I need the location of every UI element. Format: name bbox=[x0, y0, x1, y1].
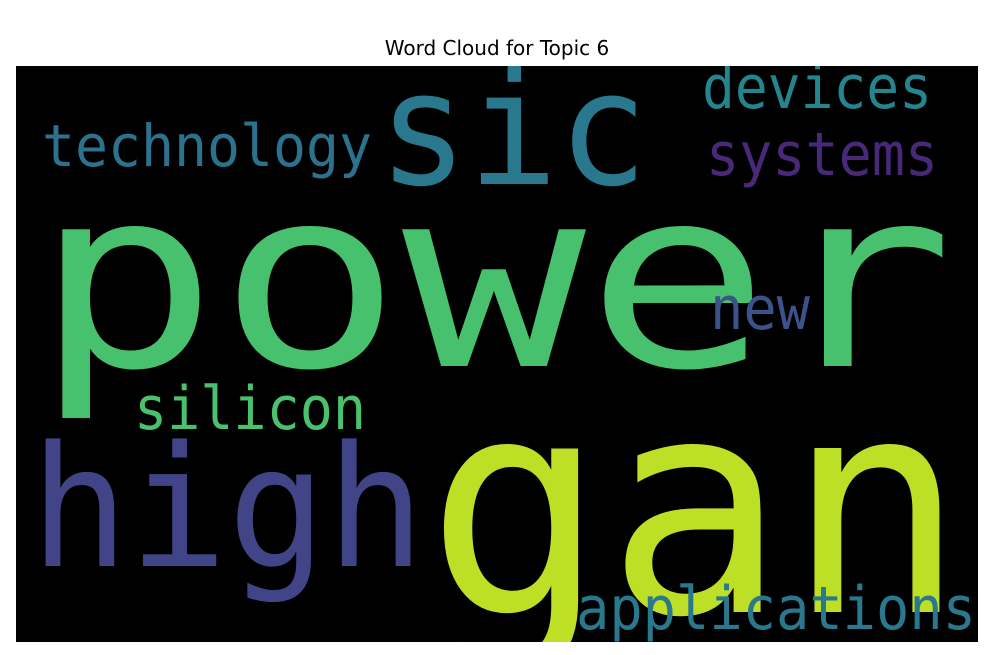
word-applications: applications bbox=[576, 574, 976, 642]
word-new: new bbox=[710, 274, 811, 344]
word-high: high bbox=[30, 410, 425, 606]
word-silicon: silicon bbox=[134, 374, 366, 444]
word-cloud-frame: power gan sic high technology devices systems n… bbox=[16, 66, 978, 642]
word-sic: sic bbox=[378, 66, 648, 222]
chart-title: Word Cloud for Topic 6 bbox=[384, 36, 610, 60]
word-power: power bbox=[34, 134, 954, 425]
word-gan: gan bbox=[426, 334, 966, 642]
word-technology: technology bbox=[42, 112, 372, 180]
word-systems: systems bbox=[706, 120, 938, 190]
word-devices: devices bbox=[702, 66, 932, 123]
